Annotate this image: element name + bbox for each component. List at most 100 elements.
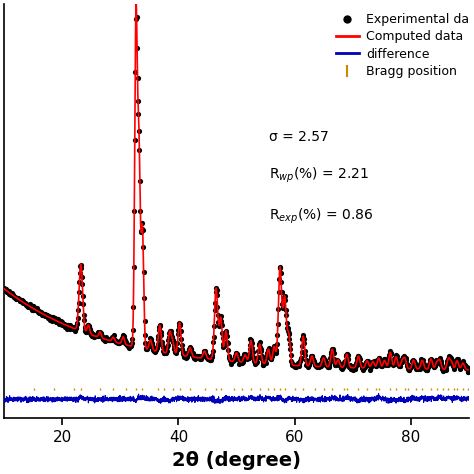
Point (100, 336, 108, 344)
Point (336, 360, 344, 367)
Point (129, 327, 137, 334)
Point (273, 349, 280, 356)
Point (220, 339, 228, 346)
Point (151, 348, 159, 356)
Point (456, 365, 464, 373)
Point (337, 363, 345, 370)
Point (88, 330, 96, 338)
Point (18, 296, 26, 303)
Point (405, 366, 413, 374)
Point (240, 353, 248, 361)
Point (143, 345, 150, 352)
Point (173, 339, 181, 347)
Point (142, 344, 150, 352)
Point (444, 357, 451, 365)
Point (197, 353, 204, 361)
Point (28, 305, 36, 312)
Point (411, 361, 419, 368)
Point (114, 339, 121, 347)
Point (107, 336, 114, 344)
Point (246, 341, 254, 349)
Point (187, 345, 194, 353)
Point (66, 321, 73, 329)
Point (369, 360, 377, 367)
Point (422, 365, 430, 373)
Point (92, 333, 100, 340)
Point (402, 355, 410, 362)
Point (105, 337, 113, 344)
Point (167, 327, 174, 335)
Point (135, 110, 142, 118)
Point (19, 297, 27, 305)
Point (18, 297, 25, 304)
Point (197, 355, 205, 363)
Point (55, 319, 62, 326)
Point (128, 335, 136, 342)
Point (434, 357, 442, 365)
Point (201, 348, 209, 356)
Point (45, 314, 52, 322)
Point (324, 364, 331, 371)
Point (36, 308, 44, 316)
Point (242, 350, 249, 358)
Point (459, 357, 467, 365)
Point (417, 361, 424, 369)
Point (259, 358, 266, 365)
Point (296, 357, 304, 365)
Point (164, 343, 171, 351)
Point (99, 333, 106, 341)
Point (183, 351, 191, 359)
Point (58, 321, 65, 328)
Point (442, 366, 449, 374)
Point (213, 286, 220, 294)
Point (171, 345, 178, 353)
Point (202, 351, 210, 359)
Point (386, 352, 393, 359)
Point (401, 355, 409, 362)
Point (38, 309, 46, 317)
Point (44, 311, 51, 319)
Point (128, 339, 136, 346)
Point (133, 13, 140, 20)
Point (267, 354, 274, 362)
Point (303, 360, 311, 368)
Point (162, 349, 169, 356)
Point (96, 328, 104, 336)
Point (51, 316, 58, 324)
Point (308, 352, 316, 360)
Point (156, 322, 164, 329)
Point (161, 348, 169, 356)
Point (337, 365, 345, 372)
Point (173, 346, 181, 354)
Point (222, 328, 229, 336)
Point (439, 367, 447, 374)
Point (121, 338, 128, 346)
Point (392, 352, 400, 359)
Point (371, 360, 378, 367)
Point (417, 358, 425, 365)
Point (124, 340, 131, 348)
Point (359, 366, 367, 374)
Point (166, 329, 173, 337)
Point (351, 362, 359, 369)
Point (443, 360, 450, 368)
Point (270, 343, 278, 350)
Point (276, 264, 283, 272)
Point (355, 353, 363, 360)
Point (91, 332, 99, 339)
Point (195, 355, 202, 362)
Point (113, 338, 121, 346)
Point (212, 288, 219, 296)
Point (137, 207, 144, 214)
Point (404, 363, 411, 371)
Point (123, 341, 131, 349)
Point (206, 355, 213, 363)
Point (355, 352, 362, 359)
Point (109, 335, 117, 343)
Point (196, 354, 204, 361)
Point (50, 315, 58, 322)
Point (420, 360, 428, 368)
Point (391, 360, 398, 367)
Point (216, 322, 223, 329)
Point (301, 347, 309, 355)
